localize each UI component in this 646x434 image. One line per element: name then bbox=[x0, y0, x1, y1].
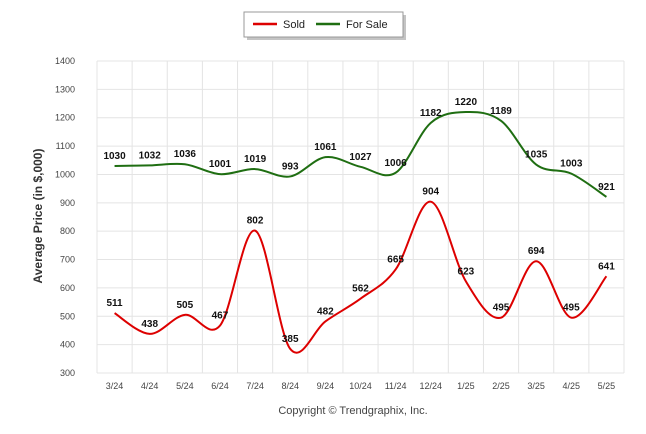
y-axis-ticks: 300 400 500 600 700 800 900 1000 1100 1200 1300 140… bbox=[55, 56, 75, 378]
x-tick-label: 7/24 bbox=[246, 381, 264, 391]
x-tick-label: 9/24 bbox=[317, 381, 335, 391]
data-label-for-sale: 1001 bbox=[209, 159, 232, 170]
y-tick-label: 300 bbox=[60, 368, 75, 378]
data-label-sold: 495 bbox=[493, 303, 510, 314]
data-label-sold: 467 bbox=[212, 311, 229, 322]
copyright-credit: Copyright © Trendgraphix, Inc. bbox=[278, 405, 427, 417]
x-tick-label: 6/24 bbox=[211, 381, 229, 391]
y-tick-label: 1100 bbox=[56, 141, 75, 151]
data-label-sold: 694 bbox=[528, 246, 545, 257]
y-tick-label: 400 bbox=[60, 340, 75, 350]
y-tick-label: 1000 bbox=[55, 169, 75, 179]
series-line-for-sale bbox=[114, 110, 607, 198]
y-tick-label: 1300 bbox=[55, 84, 75, 94]
data-label-for-sale: 921 bbox=[598, 182, 615, 193]
data-label-sold: 641 bbox=[598, 261, 615, 272]
data-label-for-sale: 1030 bbox=[103, 151, 126, 162]
x-tick-label: 5/25 bbox=[598, 381, 616, 391]
series-lines bbox=[114, 110, 608, 354]
data-label-for-sale: 1036 bbox=[174, 149, 197, 160]
y-tick-label: 600 bbox=[60, 283, 75, 293]
data-label-for-sale: 1019 bbox=[244, 154, 267, 165]
x-tick-label: 1/25 bbox=[457, 381, 475, 391]
data-label-for-sale: 1003 bbox=[560, 159, 583, 170]
y-axis-title: Average Price (in $,000) bbox=[31, 149, 45, 284]
data-label-for-sale: 1032 bbox=[139, 150, 162, 161]
data-labels: 511 438 505 467 802 385 482 562 665 904 623 495 694 4… bbox=[103, 97, 615, 345]
x-tick-label: 12/24 bbox=[420, 381, 443, 391]
data-label-for-sale: 1220 bbox=[455, 97, 478, 108]
y-tick-label: 900 bbox=[60, 198, 75, 208]
data-label-for-sale: 1189 bbox=[490, 106, 512, 117]
legend-label-sold: Sold bbox=[283, 19, 305, 31]
y-tick-label: 1400 bbox=[55, 56, 75, 66]
x-axis-ticks: 3/24 4/24 5/24 6/24 7/24 8/24 9/24 10/24 11/24 12… bbox=[106, 381, 615, 391]
y-tick-label: 1200 bbox=[55, 113, 75, 123]
data-label-sold: 385 bbox=[282, 334, 299, 345]
x-tick-label: 3/25 bbox=[527, 381, 545, 391]
series-line-sold bbox=[114, 200, 608, 354]
data-label-sold: 495 bbox=[563, 303, 580, 314]
data-label-sold: 505 bbox=[176, 300, 193, 311]
x-tick-label: 8/24 bbox=[281, 381, 299, 391]
data-label-sold: 904 bbox=[422, 187, 439, 198]
data-label-for-sale: 1035 bbox=[525, 150, 548, 161]
data-label-sold: 665 bbox=[387, 254, 404, 265]
data-label-for-sale: 1027 bbox=[349, 152, 372, 163]
data-label-sold: 511 bbox=[106, 298, 123, 309]
y-tick-label: 800 bbox=[60, 226, 75, 236]
data-label-sold: 802 bbox=[247, 216, 264, 227]
data-label-sold: 623 bbox=[458, 266, 475, 277]
x-tick-label: 5/24 bbox=[176, 381, 194, 391]
x-tick-label: 3/24 bbox=[106, 381, 124, 391]
y-tick-label: 700 bbox=[60, 255, 75, 265]
x-tick-label: 10/24 bbox=[349, 381, 372, 391]
data-label-for-sale: 993 bbox=[282, 161, 299, 172]
legend: Sold For Sale bbox=[243, 11, 406, 40]
legend-label-for-sale: For Sale bbox=[346, 19, 388, 31]
data-label-for-sale: 1182 bbox=[420, 108, 442, 119]
data-label-sold: 562 bbox=[352, 284, 369, 295]
x-tick-label: 2/25 bbox=[492, 381, 510, 391]
x-tick-label: 4/25 bbox=[563, 381, 581, 391]
y-tick-label: 500 bbox=[60, 311, 75, 321]
x-tick-label: 4/24 bbox=[141, 381, 159, 391]
x-tick-label: 11/24 bbox=[385, 381, 407, 391]
data-label-sold: 482 bbox=[317, 306, 334, 317]
data-label-for-sale: 1006 bbox=[385, 158, 408, 169]
grid-lines bbox=[96, 60, 625, 374]
data-label-sold: 438 bbox=[141, 319, 158, 330]
data-label-for-sale: 1061 bbox=[314, 142, 337, 153]
